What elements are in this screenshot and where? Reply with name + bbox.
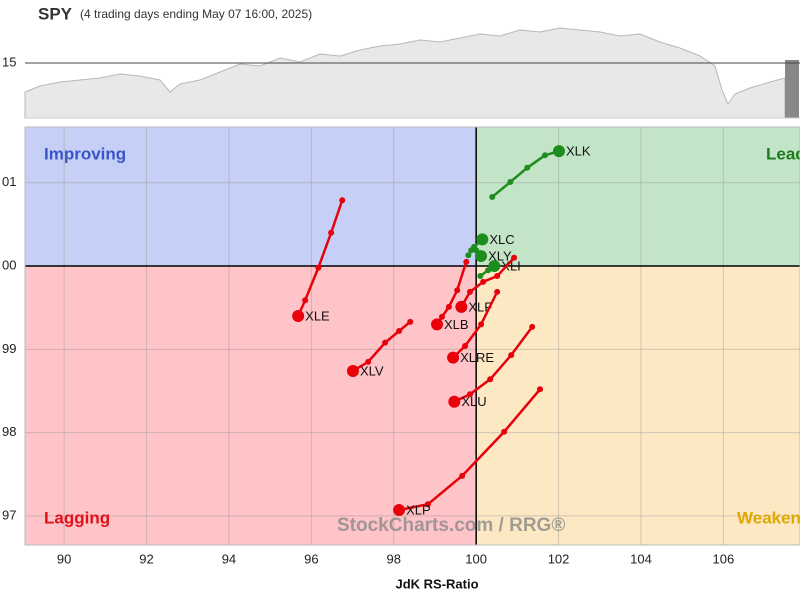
trail-point xyxy=(424,501,431,508)
benchmark-tick: 15 xyxy=(2,54,16,69)
trail-point xyxy=(462,342,469,349)
trail-point xyxy=(480,278,487,285)
trail-point xyxy=(315,264,322,271)
x-tick-label: 94 xyxy=(222,551,236,566)
trail-point xyxy=(541,152,548,159)
quadrant-lagging xyxy=(25,266,477,545)
trail-head xyxy=(476,233,489,246)
trail-point xyxy=(445,303,452,310)
x-axis-title: JdK RS-Ratio xyxy=(395,576,478,591)
trail-point xyxy=(477,273,484,280)
series-label: XLI xyxy=(501,258,521,273)
trail-point xyxy=(396,328,403,335)
trail-head xyxy=(552,145,565,158)
trail-point xyxy=(494,273,501,280)
series-label: XLRE xyxy=(460,350,494,365)
trail-point xyxy=(511,254,518,261)
trail-head xyxy=(431,318,444,331)
series-label: XLE xyxy=(305,308,330,323)
trail-point xyxy=(507,178,514,185)
series-label: XLY xyxy=(488,249,512,264)
trail-point xyxy=(466,391,473,398)
plot-border xyxy=(24,126,800,546)
quadrant-leading xyxy=(476,127,800,267)
series-label: XLB xyxy=(444,317,469,332)
y-tick-label: 01 xyxy=(2,174,16,189)
series-label: XLV xyxy=(360,363,384,378)
trail-point xyxy=(365,358,372,365)
trail-head xyxy=(455,300,468,313)
trail-point xyxy=(487,376,494,383)
trail-point xyxy=(537,386,544,393)
series-label: XLK xyxy=(566,144,591,159)
trail-point xyxy=(478,321,485,328)
y-tick-label: 97 xyxy=(2,507,16,522)
trail-point xyxy=(328,229,335,236)
x-tick-label: 98 xyxy=(387,551,401,566)
trail-point xyxy=(524,164,531,171)
x-tick-label: 96 xyxy=(304,551,318,566)
quadrant-label: Weaken xyxy=(737,508,800,527)
trail-point xyxy=(302,297,309,304)
quadrant-improving xyxy=(25,127,477,267)
trail-head xyxy=(448,395,461,408)
trail-head xyxy=(292,310,305,323)
trail-head xyxy=(475,250,488,263)
trail-point xyxy=(407,318,414,325)
trail xyxy=(452,291,499,359)
series-label: XLU xyxy=(461,394,486,409)
trail-point xyxy=(501,428,508,435)
trail-point xyxy=(508,352,515,359)
x-tick-label: 92 xyxy=(139,551,153,566)
trail-point xyxy=(339,197,346,204)
trail-point xyxy=(494,288,501,295)
x-tick-label: 90 xyxy=(57,551,71,566)
y-tick-label: 98 xyxy=(2,424,16,439)
quadrant-label: Lagging xyxy=(44,508,110,527)
x-tick-label: 106 xyxy=(713,551,735,566)
y-tick-label: 99 xyxy=(2,341,16,356)
quadrant-label: Improving xyxy=(44,144,126,163)
trail-point xyxy=(459,472,466,479)
trail-point xyxy=(529,323,536,330)
quadrant-label: Lead xyxy=(766,144,800,163)
spy-window xyxy=(785,60,799,118)
trail-point xyxy=(465,252,472,259)
series-label: XLP xyxy=(406,502,431,517)
trail-point xyxy=(463,258,470,265)
trail-head xyxy=(447,351,460,364)
trail-point xyxy=(466,288,473,295)
watermark: StockCharts.com / RRG® xyxy=(337,515,565,536)
quadrant-weakening xyxy=(476,266,800,545)
chart-title: SPY xyxy=(38,4,73,23)
trail-head xyxy=(346,364,359,377)
trail-head xyxy=(488,260,501,273)
x-tick-label: 104 xyxy=(630,551,652,566)
trail-point xyxy=(468,247,475,254)
trail-point xyxy=(489,193,496,200)
trail-point xyxy=(454,287,461,294)
series-label: XLC xyxy=(489,232,514,247)
y-tick-label: 00 xyxy=(2,257,16,272)
spy-price-area xyxy=(24,27,786,119)
series-label: XLF xyxy=(468,299,492,314)
trail-point xyxy=(382,339,389,346)
x-tick-label: 102 xyxy=(548,551,570,566)
x-tick-label: 100 xyxy=(465,551,487,566)
trail-point xyxy=(438,313,445,320)
trail-head xyxy=(393,504,406,517)
chart-subtitle: (4 trading days ending May 07 16:00, 202… xyxy=(80,7,312,21)
